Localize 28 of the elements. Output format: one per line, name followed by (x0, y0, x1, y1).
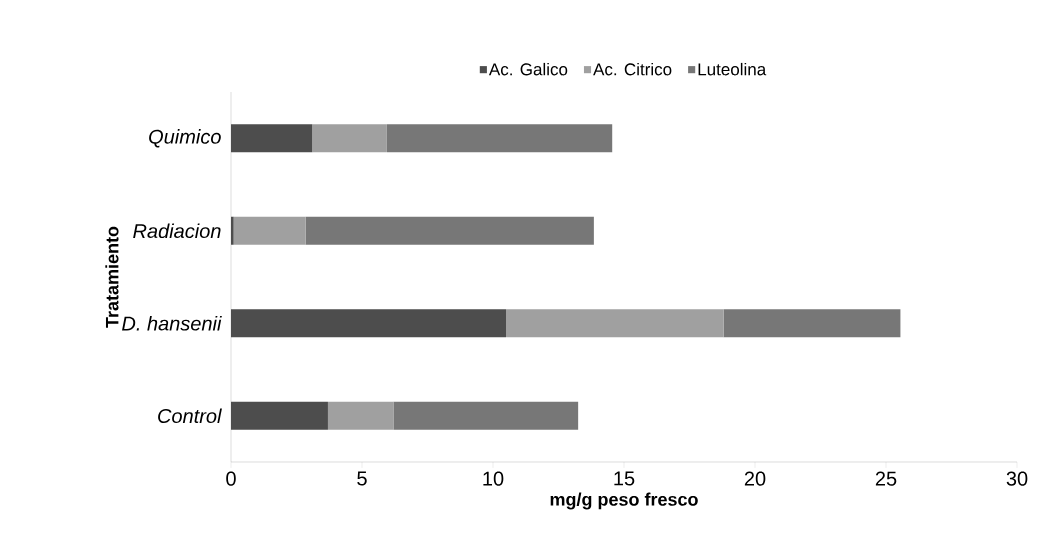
bar (506, 309, 724, 338)
x-tick-label: 0 (226, 471, 236, 486)
x-tick-label: 10 (483, 471, 504, 486)
bar (312, 124, 387, 153)
y-tick-label: D. hansenii (122, 315, 222, 331)
y-tick-label: Quimico (149, 129, 221, 148)
y-axis-title: Tratamiento (105, 226, 119, 328)
x-axis-title: mg/g peso fresco (550, 492, 698, 510)
bar (231, 401, 328, 430)
bar (231, 309, 507, 338)
bar (231, 216, 234, 245)
legend-label: Ac. Galico (488, 62, 568, 76)
bar (386, 124, 613, 153)
bar (233, 216, 306, 245)
y-tick-label: Control (158, 408, 222, 424)
x-tick-label: 25 (875, 471, 897, 486)
bar (231, 124, 313, 153)
legend-label: Luteolina (698, 62, 767, 76)
x-tick-label: 20 (744, 471, 766, 486)
legend-label: Ac. Citrico (593, 62, 672, 76)
bar (305, 216, 594, 245)
bar (327, 401, 394, 430)
bar (393, 401, 579, 430)
bar (723, 309, 901, 338)
y-tick-label: Radiacion (133, 223, 221, 239)
x-tick-label: 15 (614, 471, 635, 486)
x-tick-label: 5 (357, 471, 367, 486)
x-tick-label: 30 (1006, 471, 1028, 486)
